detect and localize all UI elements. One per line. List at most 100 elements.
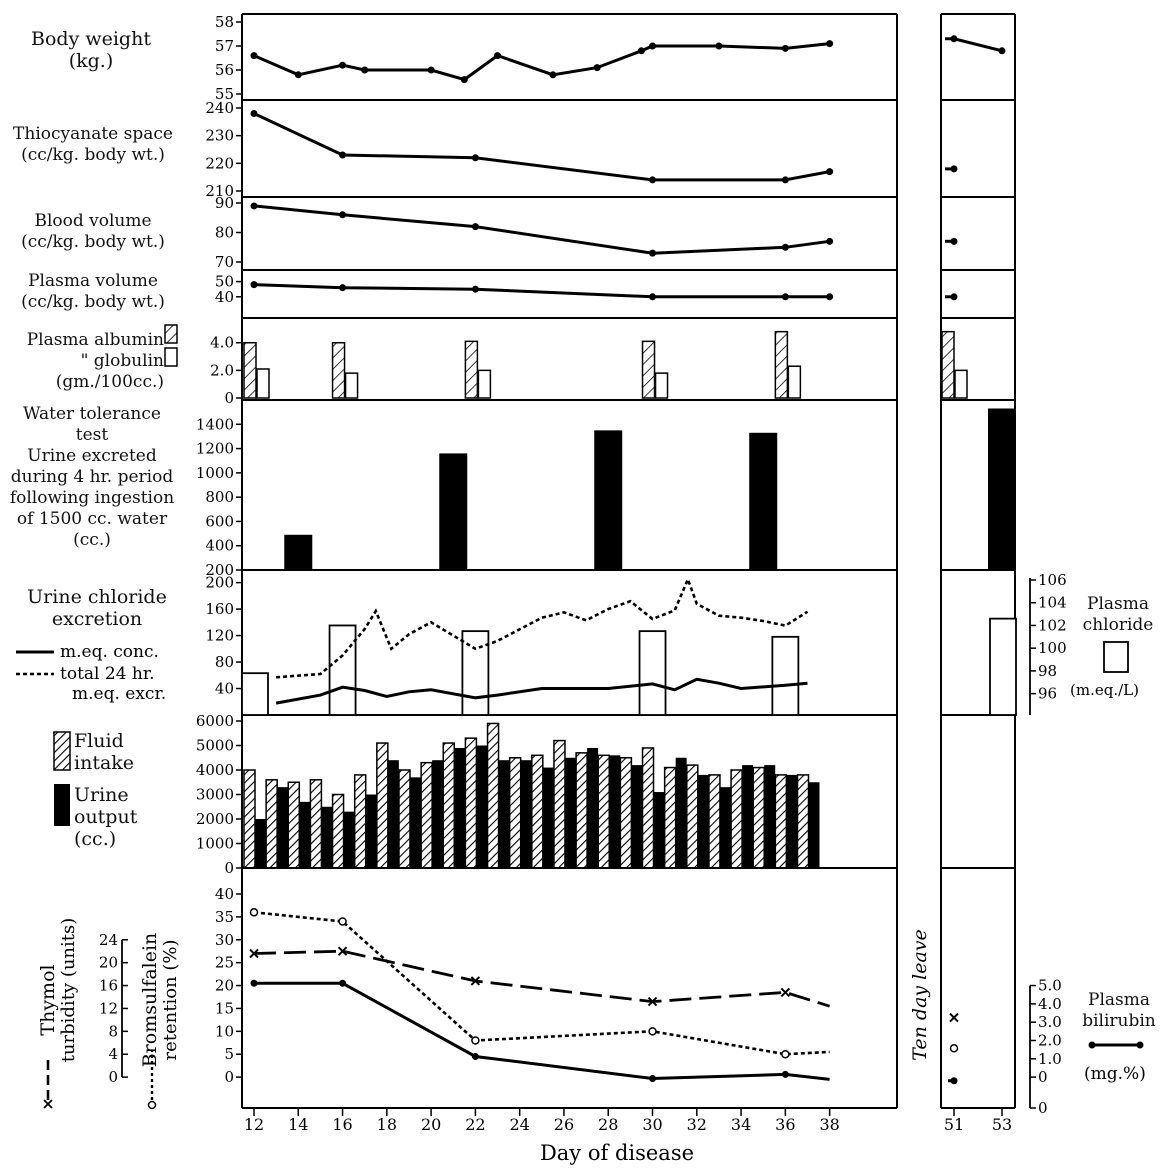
plasma-volume-point: [250, 281, 258, 289]
fluid-intake-bar: [575, 752, 588, 869]
water-bar: [439, 453, 468, 570]
water-bar: [594, 430, 623, 570]
urine-output-bar: [564, 757, 576, 868]
albumin-y-tick-label: 2.0: [210, 361, 234, 379]
bsp-point: [781, 1049, 790, 1059]
body-weight-point: [361, 66, 369, 74]
globulin-bar: [256, 368, 270, 399]
blood-volume-label: Blood volume (cc/kg. body wt.): [21, 211, 165, 252]
body-weight-point: [593, 64, 601, 72]
fluid-intake-bar: [287, 781, 301, 869]
body-weight-point: [294, 71, 302, 79]
body-weight-point: [715, 42, 723, 50]
plasma-volume-line: [253, 283, 830, 299]
fluid-intake-bar: [774, 774, 788, 869]
fluid-legend-swatch: [53, 731, 71, 771]
thymol-tick-label: 12: [99, 999, 118, 1017]
fluid-y-tick-label: 2000: [196, 810, 234, 828]
blood-volume-y-tick-label: 90: [215, 194, 234, 212]
bsp-y-tick-label: 20: [215, 977, 234, 995]
urine-output-bar: [609, 755, 621, 868]
thiocyanate-label: Thiocyanate space (cc/kg. body wt.): [13, 124, 173, 165]
fluid-intake-bar: [641, 747, 655, 869]
plasma-chloride-bar: [241, 672, 269, 716]
albumin-bar: [641, 340, 656, 399]
body-weight-leave-point: [998, 47, 1006, 55]
body-weight-line: [253, 42, 830, 82]
urine-output-bar: [476, 745, 488, 868]
fluid-intake-bar: [597, 754, 610, 869]
body-weight-point: [549, 71, 557, 79]
plasma-volume-point: [649, 293, 657, 301]
urine-output-bar: [653, 792, 665, 868]
body-weight-leave-point: [950, 35, 958, 43]
plasma-volume-point: [339, 284, 347, 292]
blood-volume-point: [471, 223, 479, 231]
bilirubin-point: [471, 1053, 479, 1061]
albumin-y-tick-label: 4.0: [210, 334, 234, 352]
water-y-tick-label: 1400: [196, 415, 234, 433]
x-tick-label: 30: [642, 1115, 662, 1134]
bsp-y-tick-label: 30: [215, 931, 234, 949]
x-tick-label: 12: [244, 1115, 264, 1134]
body-weight-y-tick-label: 56: [215, 61, 234, 79]
urine-output-bar: [343, 811, 355, 868]
plasma-chloride-bar: [771, 635, 800, 716]
thiocyanate-y-tick-label: 220: [205, 154, 234, 172]
thymol-tick-label: 0: [108, 1068, 118, 1086]
bsp-label-units: retention (%): [160, 939, 181, 1060]
urine-output-bar: [742, 765, 754, 868]
urine-output-bar: [587, 747, 599, 868]
bilirubin-point: [339, 979, 347, 987]
plasma-volume-label: Plasma volume (cc/kg. body wt.): [21, 271, 165, 312]
bsp-point-leave: [949, 1044, 959, 1053]
fluid-intake-bar: [331, 793, 345, 869]
fluid-intake-bar: [486, 722, 500, 869]
thymol-label-units: turbidity (units): [58, 918, 79, 1063]
legend-total-24hr: total 24 hr.: [60, 664, 155, 684]
urine-output-bar: [409, 777, 421, 868]
x-tick-label: 14: [288, 1115, 308, 1134]
bilirubin-tick-label: 2.0: [1038, 1031, 1062, 1049]
body-weight-point: [494, 52, 502, 60]
blood-volume-point: [339, 211, 347, 219]
bsp-point: [648, 1027, 657, 1036]
fluid-y-tick-label: 6000: [196, 712, 234, 730]
blood-volume-leave-point: [950, 237, 958, 245]
plasma-chloride-bar: [638, 630, 667, 716]
fluid-y-tick-label: 0: [224, 859, 234, 877]
blood-volume-line: [253, 204, 830, 255]
x-tick-label-leave: 53: [992, 1115, 1012, 1134]
chloride-y-tick-label: 200: [205, 574, 234, 592]
urine-output-bar: [631, 765, 643, 868]
body-weight-y-tick-label: 58: [215, 13, 234, 31]
fluid-y-tick-label: 3000: [196, 786, 234, 804]
fluid-intake-bar: [553, 739, 566, 869]
fluid-intake-bar: [442, 742, 456, 869]
chloride-y-tick-label: 80: [215, 653, 234, 671]
thiocyanate-point: [250, 110, 258, 118]
body-weight-label: Body weight (kg.): [31, 28, 151, 72]
thiocyanate-point: [781, 176, 789, 184]
plasma-chloride-tick-label: 96: [1038, 685, 1057, 703]
fluid-legend-fluid: Fluid intake: [74, 730, 135, 774]
blood-volume-point: [781, 243, 789, 251]
urine-output-bar: [542, 767, 554, 868]
x-tick-label: 20: [421, 1115, 441, 1134]
plasma-chloride-bar: [461, 630, 490, 716]
fluid-intake-bar: [619, 757, 633, 869]
water-y-tick-label: 1000: [196, 464, 234, 482]
plasma-chloride-bar: [328, 624, 357, 716]
x-tick-label: 26: [554, 1115, 574, 1134]
fluid-intake-bar: [686, 764, 699, 869]
x-tick-label: 16: [332, 1115, 352, 1134]
plasma-chloride-legend-swatch: [1103, 641, 1129, 673]
urine-output-bar: [365, 794, 377, 868]
blood-volume-point: [649, 249, 657, 257]
plasma-chloride-unit: (m.eq./L): [1070, 681, 1139, 699]
urine-output-bar: [719, 787, 731, 868]
albumin-bar: [243, 341, 257, 399]
urine-output-bar: [764, 765, 776, 868]
bilirubin-legend-marker: [1088, 1041, 1096, 1049]
water-y-tick-label: 600: [205, 512, 234, 530]
